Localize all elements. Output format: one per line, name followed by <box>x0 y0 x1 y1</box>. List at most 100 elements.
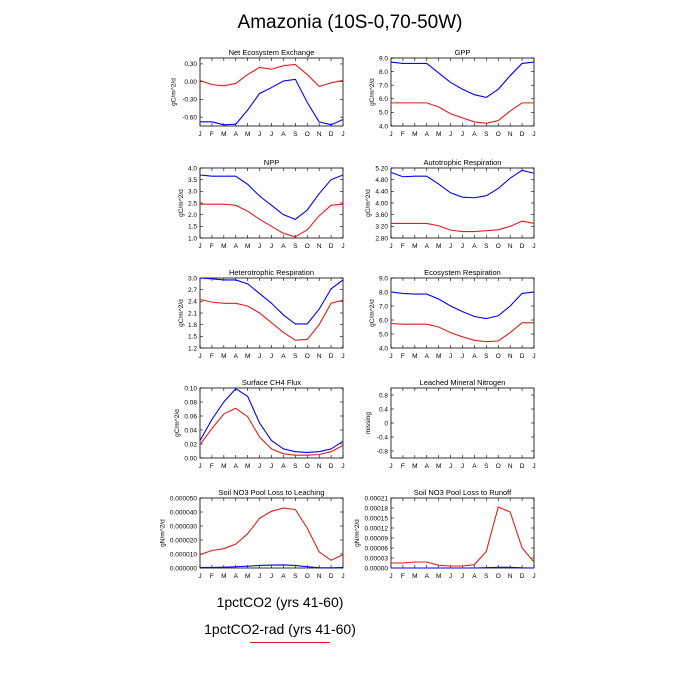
x-tick-label: J <box>449 243 452 250</box>
y-axis-label: gC/m^2/d <box>369 78 376 106</box>
plot-frame <box>199 57 344 127</box>
x-tick-label: A <box>281 353 286 360</box>
x-tick-label: O <box>305 573 310 580</box>
x-tick-label: J <box>389 353 392 360</box>
y-axis-label: gN/m^2/d <box>354 519 361 547</box>
x-tick-label: O <box>496 463 501 470</box>
y-tick-label: 0.4 <box>379 406 388 413</box>
y-tick-label: -0.60 <box>182 114 197 121</box>
x-tick-label: S <box>484 131 489 138</box>
y-tick-label: 0.00 <box>184 79 197 86</box>
plot-frame <box>199 497 344 569</box>
series-line-run2 <box>391 220 535 233</box>
x-tick-label: A <box>234 463 239 470</box>
x-tick-label: O <box>305 131 310 138</box>
panel-title: Heterotrophic Respiration <box>229 268 314 277</box>
x-tick-label: S <box>293 353 298 360</box>
x-tick-label: O <box>305 353 310 360</box>
x-tick-label: S <box>484 243 489 250</box>
x-tick-label: O <box>305 463 310 470</box>
y-tick-label: 8.0 <box>379 289 388 296</box>
series-line-run2 <box>199 298 344 341</box>
x-tick-label: S <box>484 353 489 360</box>
x-tick-label: D <box>329 243 334 250</box>
y-tick-label: 1.5 <box>188 334 197 341</box>
y-tick-label: 0.00006 <box>365 545 389 552</box>
series-line-run2 <box>390 322 534 343</box>
x-tick-label: M <box>436 243 441 250</box>
y-tick-label: 0.00 <box>184 455 197 462</box>
series-line-run1 <box>200 78 344 126</box>
x-tick-label: J <box>270 131 273 138</box>
y-tick-label: 0.06 <box>184 413 197 420</box>
x-tick-label: F <box>401 573 405 580</box>
y-axis-label: gC/m^2/d <box>178 299 185 327</box>
y-tick-label: 2.5 <box>188 200 197 207</box>
x-tick-label: J <box>198 463 201 470</box>
x-tick-label: N <box>317 353 322 360</box>
x-tick-label: M <box>245 353 250 360</box>
series-line-run2 <box>199 507 344 561</box>
y-tick-label: 2.1 <box>188 310 197 317</box>
y-tick-label: 9.0 <box>379 275 388 282</box>
x-tick-label: J <box>258 353 261 360</box>
x-tick-label: J <box>532 463 535 470</box>
y-tick-label: 5.0 <box>379 110 388 117</box>
x-tick-label: M <box>412 573 417 580</box>
y-tick-label: 0.00015 <box>365 515 389 522</box>
y-tick-label: 0.000050 <box>170 495 197 502</box>
x-tick-label: J <box>532 573 535 580</box>
y-tick-label: 0.00012 <box>365 525 389 532</box>
x-tick-label: J <box>389 243 392 250</box>
series-line-run1 <box>199 277 344 325</box>
x-tick-label: S <box>293 573 298 580</box>
y-axis-label: gC/m^2/d <box>178 189 185 217</box>
x-tick-label: D <box>520 243 525 250</box>
series-line-run1 <box>390 291 535 320</box>
series-line-run2 <box>391 506 535 567</box>
y-tick-label: 9.0 <box>379 55 388 62</box>
y-tick-label: 4.40 <box>375 189 388 196</box>
y-tick-label: 8.0 <box>379 69 388 76</box>
panel-title: Ecosystem Respiration <box>424 268 501 277</box>
y-tick-label: 1.2 <box>188 345 197 352</box>
y-axis-label: gN/m^2/d <box>159 519 166 547</box>
y-tick-label: 0.8 <box>379 392 388 399</box>
x-tick-label: M <box>245 243 250 250</box>
x-tick-label: A <box>234 131 239 138</box>
y-tick-label: 1.8 <box>188 322 197 329</box>
x-tick-label: N <box>508 573 513 580</box>
legend-swatch-run2 <box>250 642 330 643</box>
x-tick-label: J <box>198 243 201 250</box>
x-tick-label: D <box>520 463 525 470</box>
y-tick-label: 0.08 <box>184 399 197 406</box>
x-tick-label: S <box>293 131 298 138</box>
series-line-run1 <box>199 174 344 220</box>
y-tick-label: 0.00021 <box>365 495 389 502</box>
panel-title: Soil NO3 Pool Loss to Runoff <box>414 488 512 497</box>
y-tick-label: 6.0 <box>379 317 388 324</box>
x-tick-label: N <box>317 573 322 580</box>
x-tick-label: M <box>245 463 250 470</box>
x-tick-label: S <box>293 463 298 470</box>
plot-frame <box>199 387 344 459</box>
x-tick-label: J <box>461 243 464 250</box>
y-tick-label: 0.30 <box>184 61 197 68</box>
x-tick-label: J <box>449 353 452 360</box>
x-tick-label: O <box>305 243 310 250</box>
x-tick-label: N <box>317 463 322 470</box>
panel-title: GPP <box>455 48 471 57</box>
x-tick-label: F <box>401 463 405 470</box>
x-tick-label: J <box>270 463 273 470</box>
x-tick-label: A <box>425 573 430 580</box>
plot-frame <box>390 57 535 127</box>
y-tick-label: 3.0 <box>188 275 197 282</box>
y-tick-label: 1.5 <box>188 224 197 231</box>
y-axis-label: missing <box>365 412 372 434</box>
x-tick-label: F <box>210 573 214 580</box>
x-tick-label: A <box>472 131 477 138</box>
x-tick-label: O <box>496 353 501 360</box>
x-tick-label: M <box>221 353 226 360</box>
x-tick-label: N <box>508 463 513 470</box>
